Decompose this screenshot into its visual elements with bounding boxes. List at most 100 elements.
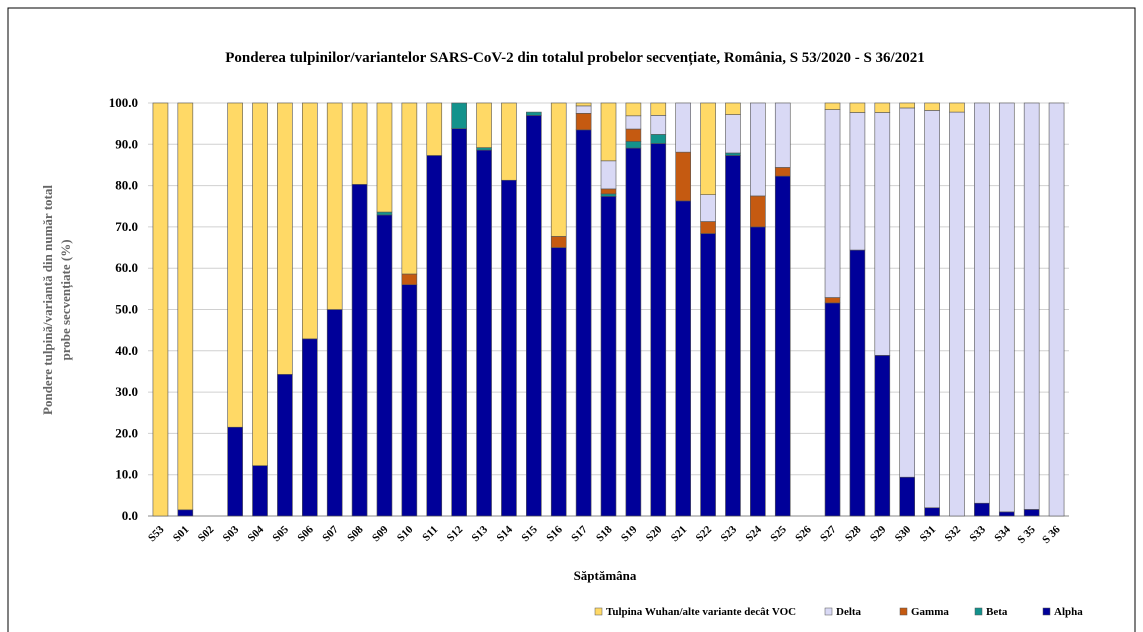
bar-segment xyxy=(874,102,891,113)
bar-segment xyxy=(750,195,766,228)
y-tick-label: 0.0 xyxy=(122,508,138,523)
bar-segment xyxy=(849,102,866,113)
bar-segment xyxy=(600,160,617,190)
bar-segment xyxy=(700,194,716,222)
legend-label: Tulpina Wuhan/alte variante decât VOC xyxy=(606,606,796,618)
bar-segment xyxy=(750,102,766,197)
bar-segment xyxy=(625,102,642,117)
bar-segment xyxy=(351,184,368,517)
bar-segment xyxy=(650,102,667,116)
bar-segment xyxy=(401,273,418,286)
y-tick-label: 90.0 xyxy=(115,136,138,151)
bar-segment xyxy=(824,302,841,517)
bar-segment xyxy=(700,233,716,517)
bar-segment xyxy=(550,236,567,248)
bar-segment xyxy=(277,102,293,375)
bar-segment xyxy=(824,102,841,110)
bar-segment xyxy=(575,102,592,107)
bar-segment xyxy=(924,507,940,517)
bar-segment xyxy=(774,175,791,517)
y-axis-label: probe secvențiate (%) xyxy=(58,239,74,360)
bar-segment xyxy=(401,102,418,275)
bar-segment xyxy=(625,115,642,130)
y-tick-label: 10.0 xyxy=(115,467,138,482)
bar-segment xyxy=(501,179,517,517)
bar-segment xyxy=(899,107,916,478)
bar-segment xyxy=(899,102,916,109)
bar-segment xyxy=(177,102,194,511)
bar-segment xyxy=(550,102,567,237)
legend-swatch xyxy=(824,607,833,616)
bar-segment xyxy=(675,151,691,202)
bar-segment xyxy=(376,211,393,216)
bar-segment xyxy=(824,297,841,304)
y-tick-label: 50.0 xyxy=(115,302,138,317)
bar-segment xyxy=(998,511,1015,517)
bar-segment xyxy=(924,102,940,111)
bar-segment xyxy=(998,102,1015,513)
y-tick-label: 30.0 xyxy=(115,384,138,399)
bar-segment xyxy=(675,200,691,517)
bar-segment xyxy=(1023,102,1040,510)
bar-segment xyxy=(949,111,965,517)
bar-segment xyxy=(575,113,592,131)
bar-segment xyxy=(1023,509,1040,517)
bar-segment xyxy=(451,128,467,517)
bar-segment xyxy=(600,196,617,517)
y-tick-label: 40.0 xyxy=(115,343,138,358)
bar-segment xyxy=(550,247,567,517)
bar-segment xyxy=(924,110,940,509)
bar-segment xyxy=(650,143,667,517)
bar-segment xyxy=(725,155,741,517)
bar-segment xyxy=(625,128,642,142)
bar-segment xyxy=(650,115,667,135)
bar-segment xyxy=(501,102,517,181)
bar-segment xyxy=(899,476,916,517)
bar-segment xyxy=(625,147,642,517)
bar-segment xyxy=(526,111,542,116)
bar-segment xyxy=(750,226,766,517)
bar-segment xyxy=(824,109,841,298)
bar-segment xyxy=(277,374,293,517)
bar-segment xyxy=(700,221,716,234)
bar-segment xyxy=(575,129,592,517)
bar-segment xyxy=(650,134,667,144)
bar-segment xyxy=(426,155,443,517)
bar-segment xyxy=(152,102,169,517)
bar-segment xyxy=(301,338,318,517)
bar-segment xyxy=(725,102,741,115)
frame xyxy=(7,7,1136,632)
legend-swatch xyxy=(594,607,603,616)
bar-segment xyxy=(600,193,617,197)
x-axis-label: Săptămâna xyxy=(574,568,637,583)
y-tick-label: 20.0 xyxy=(115,425,138,440)
bar-segment xyxy=(252,465,268,517)
y-tick-label: 70.0 xyxy=(115,219,138,234)
bar-segment xyxy=(301,102,318,340)
bar-segment xyxy=(326,102,343,310)
y-tick-label: 60.0 xyxy=(115,260,138,275)
bar-segment xyxy=(252,102,268,466)
bar-segment xyxy=(774,167,791,177)
bar-segment xyxy=(625,141,642,149)
bar-segment xyxy=(725,114,741,154)
bar-segment xyxy=(476,147,492,151)
bar-segment xyxy=(526,115,542,517)
bar-segment xyxy=(600,188,617,195)
legend-swatch xyxy=(974,607,983,616)
bar-segment xyxy=(426,102,443,156)
legend-swatch xyxy=(1042,607,1051,616)
bar-segment xyxy=(974,102,990,504)
bar-segment xyxy=(1048,102,1065,517)
bar-segment xyxy=(476,149,492,517)
bar-segment xyxy=(849,112,866,251)
y-tick-label: 100.0 xyxy=(109,95,138,110)
bar-segment xyxy=(227,102,243,428)
bar-segment xyxy=(451,102,467,129)
bar-segment xyxy=(227,426,243,517)
bar-segment xyxy=(177,509,194,517)
bar-segment xyxy=(376,102,393,213)
bar-segment xyxy=(476,102,492,148)
bar-segment xyxy=(874,112,891,356)
